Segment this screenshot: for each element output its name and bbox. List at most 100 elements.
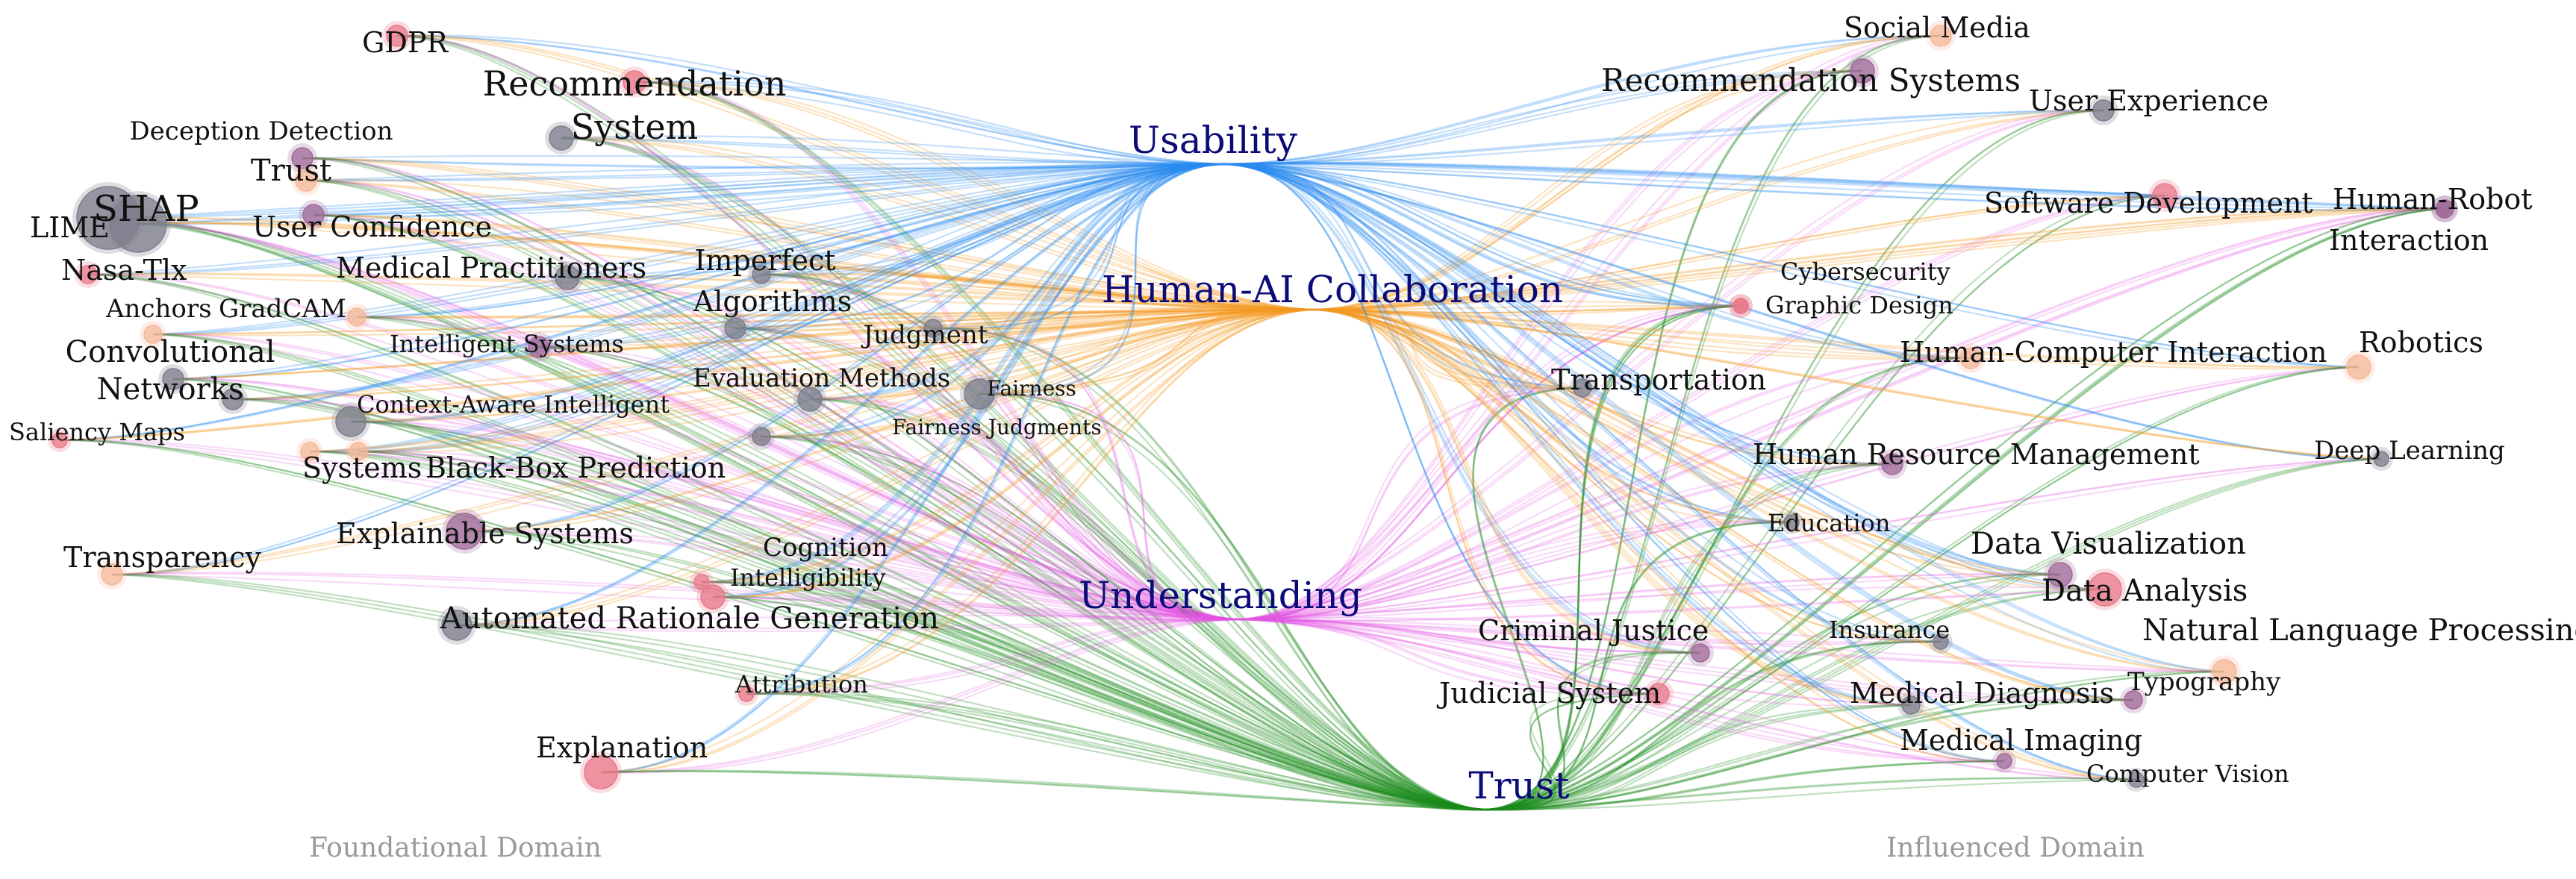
edge-usability-right-12 bbox=[1223, 163, 2382, 460]
left-node-fairness[interactable] bbox=[960, 375, 999, 413]
left-node-fairness-judgments[interactable] bbox=[748, 423, 775, 450]
edge-trust-left-2 bbox=[561, 137, 1486, 811]
right-node-user-experience[interactable] bbox=[2089, 96, 2118, 125]
left-label-anchors: Anchors bbox=[105, 294, 212, 324]
edge-usability-right-7 bbox=[1223, 163, 1741, 307]
node-dot bbox=[2088, 572, 2122, 607]
left-node-user-confidence[interactable] bbox=[299, 200, 328, 230]
edge-usability-left-26 bbox=[701, 163, 1225, 584]
edge-usability-left-13 bbox=[356, 163, 1225, 319]
right-node-data-visualization[interactable] bbox=[2044, 558, 2077, 591]
right-node-human-resource-management[interactable] bbox=[1877, 449, 1907, 479]
right-node-criminal-justice[interactable] bbox=[1687, 639, 1714, 666]
left-node-judgment[interactable] bbox=[920, 315, 946, 342]
left-node-explainable-systems[interactable] bbox=[442, 509, 487, 554]
edge-hac-left-23 bbox=[309, 308, 1314, 453]
left-node-system[interactable] bbox=[545, 122, 578, 154]
edge-understanding-left-10 bbox=[761, 273, 1240, 621]
left-node-nasa-tlx[interactable] bbox=[75, 261, 102, 288]
left-node-intelligibility[interactable] bbox=[696, 581, 729, 613]
edge-hac-left-29 bbox=[456, 308, 1314, 627]
edge-understanding-right-20 bbox=[1238, 618, 1912, 707]
left-node-context-aware-intelligent[interactable] bbox=[331, 402, 370, 441]
edge-usability-left-0 bbox=[396, 34, 1225, 166]
edge-trust-left-14 bbox=[932, 327, 1486, 811]
edge-trust-left-21 bbox=[761, 435, 1486, 811]
right-node-computer-vision[interactable] bbox=[2124, 768, 2148, 792]
foundational-domain-label: Foundational Domain bbox=[309, 833, 602, 863]
edge-understanding-left-5 bbox=[107, 216, 1240, 621]
edge-trust-left-9 bbox=[567, 276, 1486, 811]
edge-trust-right-6 bbox=[1485, 304, 1741, 811]
right-node-medical-diagnosis[interactable] bbox=[1897, 692, 1924, 719]
left-node-automated-rationale-generation[interactable] bbox=[437, 606, 476, 645]
edge-trust-right-19 bbox=[1485, 692, 1659, 811]
right-node-insurance[interactable] bbox=[1929, 630, 1953, 654]
edge-usability-right-20 bbox=[1223, 163, 1912, 707]
edge-usability-left-20 bbox=[350, 163, 1225, 423]
left-node-recommendation[interactable] bbox=[619, 66, 650, 98]
right-node-deep-learning[interactable] bbox=[2369, 447, 2393, 471]
right-node-graphic-design[interactable] bbox=[1729, 294, 1753, 318]
left-node-gdpr[interactable] bbox=[382, 21, 412, 51]
edge-hac-left-22 bbox=[59, 308, 1314, 442]
edge-trust-left-22 bbox=[59, 439, 1486, 811]
left-node-networks[interactable] bbox=[218, 384, 248, 414]
right-node-robotics[interactable] bbox=[2342, 351, 2375, 384]
right-node-interaction[interactable] bbox=[2431, 195, 2458, 222]
left-node-explanation[interactable] bbox=[580, 751, 622, 793]
edge-hac-right-8 bbox=[1313, 308, 1971, 360]
edge-hac-left-8 bbox=[87, 273, 1314, 311]
edge-trust-left-27 bbox=[111, 573, 1486, 811]
node-dot bbox=[2373, 451, 2389, 467]
edge-hac-left-18 bbox=[809, 308, 1314, 401]
edge-trust-right-3 bbox=[1485, 194, 2165, 811]
left-node-attribution[interactable] bbox=[735, 682, 758, 706]
edge-usability-left-0 bbox=[396, 34, 1225, 166]
right-label-natural-language-processing: Natural Language Processing bbox=[2142, 613, 2576, 648]
right-node-human-computer-interaction[interactable] bbox=[1956, 343, 1986, 373]
left-node-black-box-prediction[interactable] bbox=[345, 438, 372, 465]
right-node-software-development[interactable] bbox=[2148, 179, 2181, 212]
right-node-natural-language-processing[interactable] bbox=[2208, 655, 2241, 688]
edge-hac-right-4 bbox=[1313, 207, 2445, 311]
left-node-gradcam[interactable] bbox=[343, 304, 370, 331]
right-node-recommendation-systems[interactable] bbox=[1846, 54, 1879, 87]
left-node-lime[interactable] bbox=[105, 191, 171, 257]
edge-trust-left-3 bbox=[302, 157, 1486, 811]
left-node-evaluation-methods[interactable] bbox=[793, 383, 826, 416]
left-node-convolutional[interactable] bbox=[158, 364, 188, 394]
right-node-data-analysis[interactable] bbox=[2084, 569, 2126, 610]
node-dot bbox=[302, 204, 325, 226]
left-node-medical-practitioners[interactable] bbox=[551, 261, 584, 294]
right-node-transportation[interactable] bbox=[1569, 375, 1596, 401]
edge-hac-right-17 bbox=[1313, 308, 1701, 654]
right-node-social-media[interactable] bbox=[1926, 21, 1956, 51]
left-node-anchors[interactable] bbox=[140, 321, 166, 348]
left-node-transparency[interactable] bbox=[97, 560, 127, 589]
right-node-typography[interactable] bbox=[2120, 686, 2147, 713]
right-label-software-development: Software Development bbox=[1984, 187, 2313, 219]
left-node-systems[interactable] bbox=[296, 438, 323, 465]
edge-understanding-left-14 bbox=[932, 327, 1240, 621]
edge-understanding-left-9 bbox=[567, 276, 1240, 621]
edge-trust-right-14 bbox=[1485, 573, 2061, 811]
right-node-medical-imaging[interactable] bbox=[1992, 749, 2016, 773]
node-dot bbox=[222, 388, 244, 410]
left-node-saliency-maps[interactable] bbox=[48, 428, 72, 452]
left-node-deception-detection[interactable] bbox=[287, 143, 317, 173]
left-node-intelligent-systems[interactable] bbox=[524, 332, 554, 362]
left-node-trust[interactable] bbox=[291, 166, 321, 195]
right-node-education[interactable] bbox=[1780, 510, 1803, 534]
left-node-algorithms[interactable] bbox=[720, 313, 750, 343]
edge-understanding-left-3 bbox=[302, 157, 1240, 621]
right-node-judicial-system[interactable] bbox=[1644, 679, 1674, 709]
edge-usability-right-17 bbox=[1223, 163, 1701, 654]
edge-trust-right-5 bbox=[1485, 207, 2445, 811]
edge-hac-right-3 bbox=[1313, 194, 2165, 311]
node-dot bbox=[143, 325, 163, 344]
edge-trust-left-6 bbox=[137, 222, 1486, 811]
edge-trust-left-13 bbox=[356, 316, 1486, 811]
edge-hac-left-9 bbox=[567, 276, 1314, 311]
left-node-imperfect[interactable] bbox=[748, 261, 775, 288]
